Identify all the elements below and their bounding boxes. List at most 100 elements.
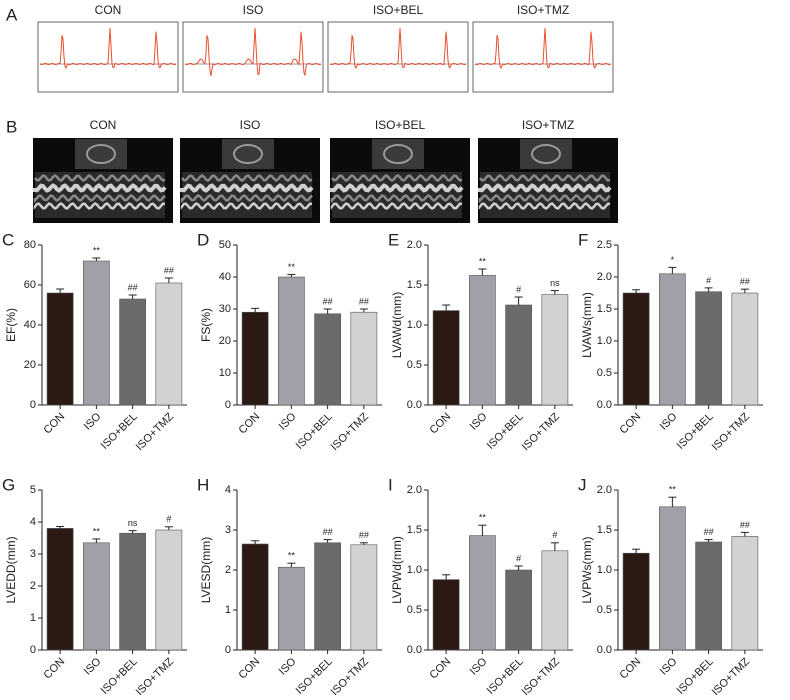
significance-label: ## <box>323 527 333 537</box>
x-tick-label: ISO <box>468 655 490 677</box>
bar <box>541 550 569 651</box>
x-tick-label: ISO+TMZ <box>710 410 753 453</box>
y-tick-label: 40 <box>24 319 36 331</box>
x-tick-label: ISO+TMZ <box>329 410 372 453</box>
y-tick-label: 30 <box>219 303 231 315</box>
echo-inset-heart <box>531 144 561 164</box>
y-tick-label: 50 <box>219 239 231 251</box>
bar <box>622 292 650 406</box>
y-tick-label: 2 <box>225 564 231 576</box>
bar <box>469 535 496 651</box>
x-tick-label: ISO+TMZ <box>520 655 563 698</box>
significance-label: ** <box>479 513 487 523</box>
bar <box>350 544 378 651</box>
y-tick-label: 1.5 <box>407 524 422 536</box>
y-tick-label: 3 <box>225 524 231 536</box>
bar <box>83 260 110 406</box>
bar <box>119 298 146 406</box>
echo-band <box>181 173 313 183</box>
y-tick-label: 2.5 <box>597 239 612 251</box>
panel-label: E <box>388 230 399 249</box>
panel-label: D <box>197 230 209 249</box>
significance-label: # <box>552 530 557 540</box>
y-tick-label: 2.0 <box>407 484 422 496</box>
x-tick-label: CON <box>618 656 644 682</box>
y-tick-label: 40 <box>219 271 231 283</box>
echo-band <box>33 183 167 193</box>
group-title: ISO+TMZ <box>522 118 574 132</box>
echo-mmode <box>480 172 610 218</box>
significance-label: ## <box>359 530 369 540</box>
bar <box>46 528 74 651</box>
significance-label: ## <box>164 265 174 275</box>
significance-label: # <box>166 514 171 524</box>
y-axis-label: LVAWd(mm) <box>390 292 404 358</box>
y-tick-label: 60 <box>24 279 36 291</box>
echo-mmode <box>332 172 462 218</box>
group-title: ISO <box>240 118 261 132</box>
y-axis-label: LVPWs(mm) <box>580 536 594 603</box>
echo-band <box>180 183 314 193</box>
echo-inset-heart <box>233 144 263 164</box>
x-tick-label: ISO <box>277 410 299 432</box>
echo-band <box>478 201 611 211</box>
bar <box>659 273 686 406</box>
y-tick-label: 1.0 <box>407 319 422 331</box>
panel-label: C <box>2 230 14 249</box>
group-title: CON <box>95 3 122 17</box>
panel-label: A <box>6 5 18 24</box>
x-tick-label: ISO <box>658 655 680 677</box>
echo-mmode <box>35 172 165 218</box>
bar <box>731 536 759 651</box>
x-tick-label: ISO+TMZ <box>329 655 372 698</box>
significance-label: ns <box>550 278 560 288</box>
x-tick-label: CON <box>42 411 68 437</box>
y-tick-label: 0.5 <box>597 604 612 616</box>
bar <box>46 292 74 406</box>
ecg-trace <box>474 27 612 70</box>
echo-band <box>180 193 313 204</box>
y-axis-label: LVESD(mm) <box>199 537 213 603</box>
panel-label: G <box>2 475 15 494</box>
echo-band <box>180 201 313 211</box>
bar <box>659 506 686 651</box>
ecg-trace <box>184 27 322 77</box>
panel-label: I <box>388 475 393 494</box>
significance-label: # <box>706 275 711 285</box>
y-tick-label: 1.5 <box>597 524 612 536</box>
y-axis-label: LVEDD(mm) <box>4 536 18 603</box>
significance-label: * <box>671 255 675 265</box>
y-tick-label: 2 <box>30 580 36 592</box>
y-tick-label: 1.5 <box>407 279 422 291</box>
group-title: ISO+BEL <box>373 3 424 17</box>
significance-label: ## <box>359 296 369 306</box>
ecg-trace <box>39 27 177 70</box>
echo-band <box>330 201 463 211</box>
echo-band <box>33 193 166 204</box>
y-tick-label: 1 <box>225 604 231 616</box>
group-title: CON <box>90 118 117 132</box>
y-tick-label: 0.0 <box>407 399 422 411</box>
significance-label: ** <box>288 551 296 561</box>
significance-label: # <box>516 553 521 563</box>
y-tick-label: 1.0 <box>597 564 612 576</box>
bar <box>731 292 759 406</box>
echo-band <box>330 193 463 204</box>
y-tick-label: 0.5 <box>407 359 422 371</box>
bar <box>505 569 532 651</box>
y-tick-label: 4 <box>225 484 231 496</box>
y-tick-label: 0.0 <box>597 399 612 411</box>
y-tick-label: 2.0 <box>407 239 422 251</box>
x-tick-label: ISO <box>82 655 104 677</box>
bar <box>119 532 146 651</box>
x-tick-label: ISO <box>468 410 490 432</box>
x-tick-label: CON <box>237 411 263 437</box>
y-tick-label: 2.0 <box>597 271 612 283</box>
y-tick-label: 0 <box>30 399 36 411</box>
y-tick-label: 5 <box>30 484 36 496</box>
significance-label: ** <box>93 245 101 255</box>
y-tick-label: 0.0 <box>597 644 612 656</box>
bar <box>241 311 269 406</box>
y-axis-label: LVPWd(mm) <box>390 536 404 604</box>
